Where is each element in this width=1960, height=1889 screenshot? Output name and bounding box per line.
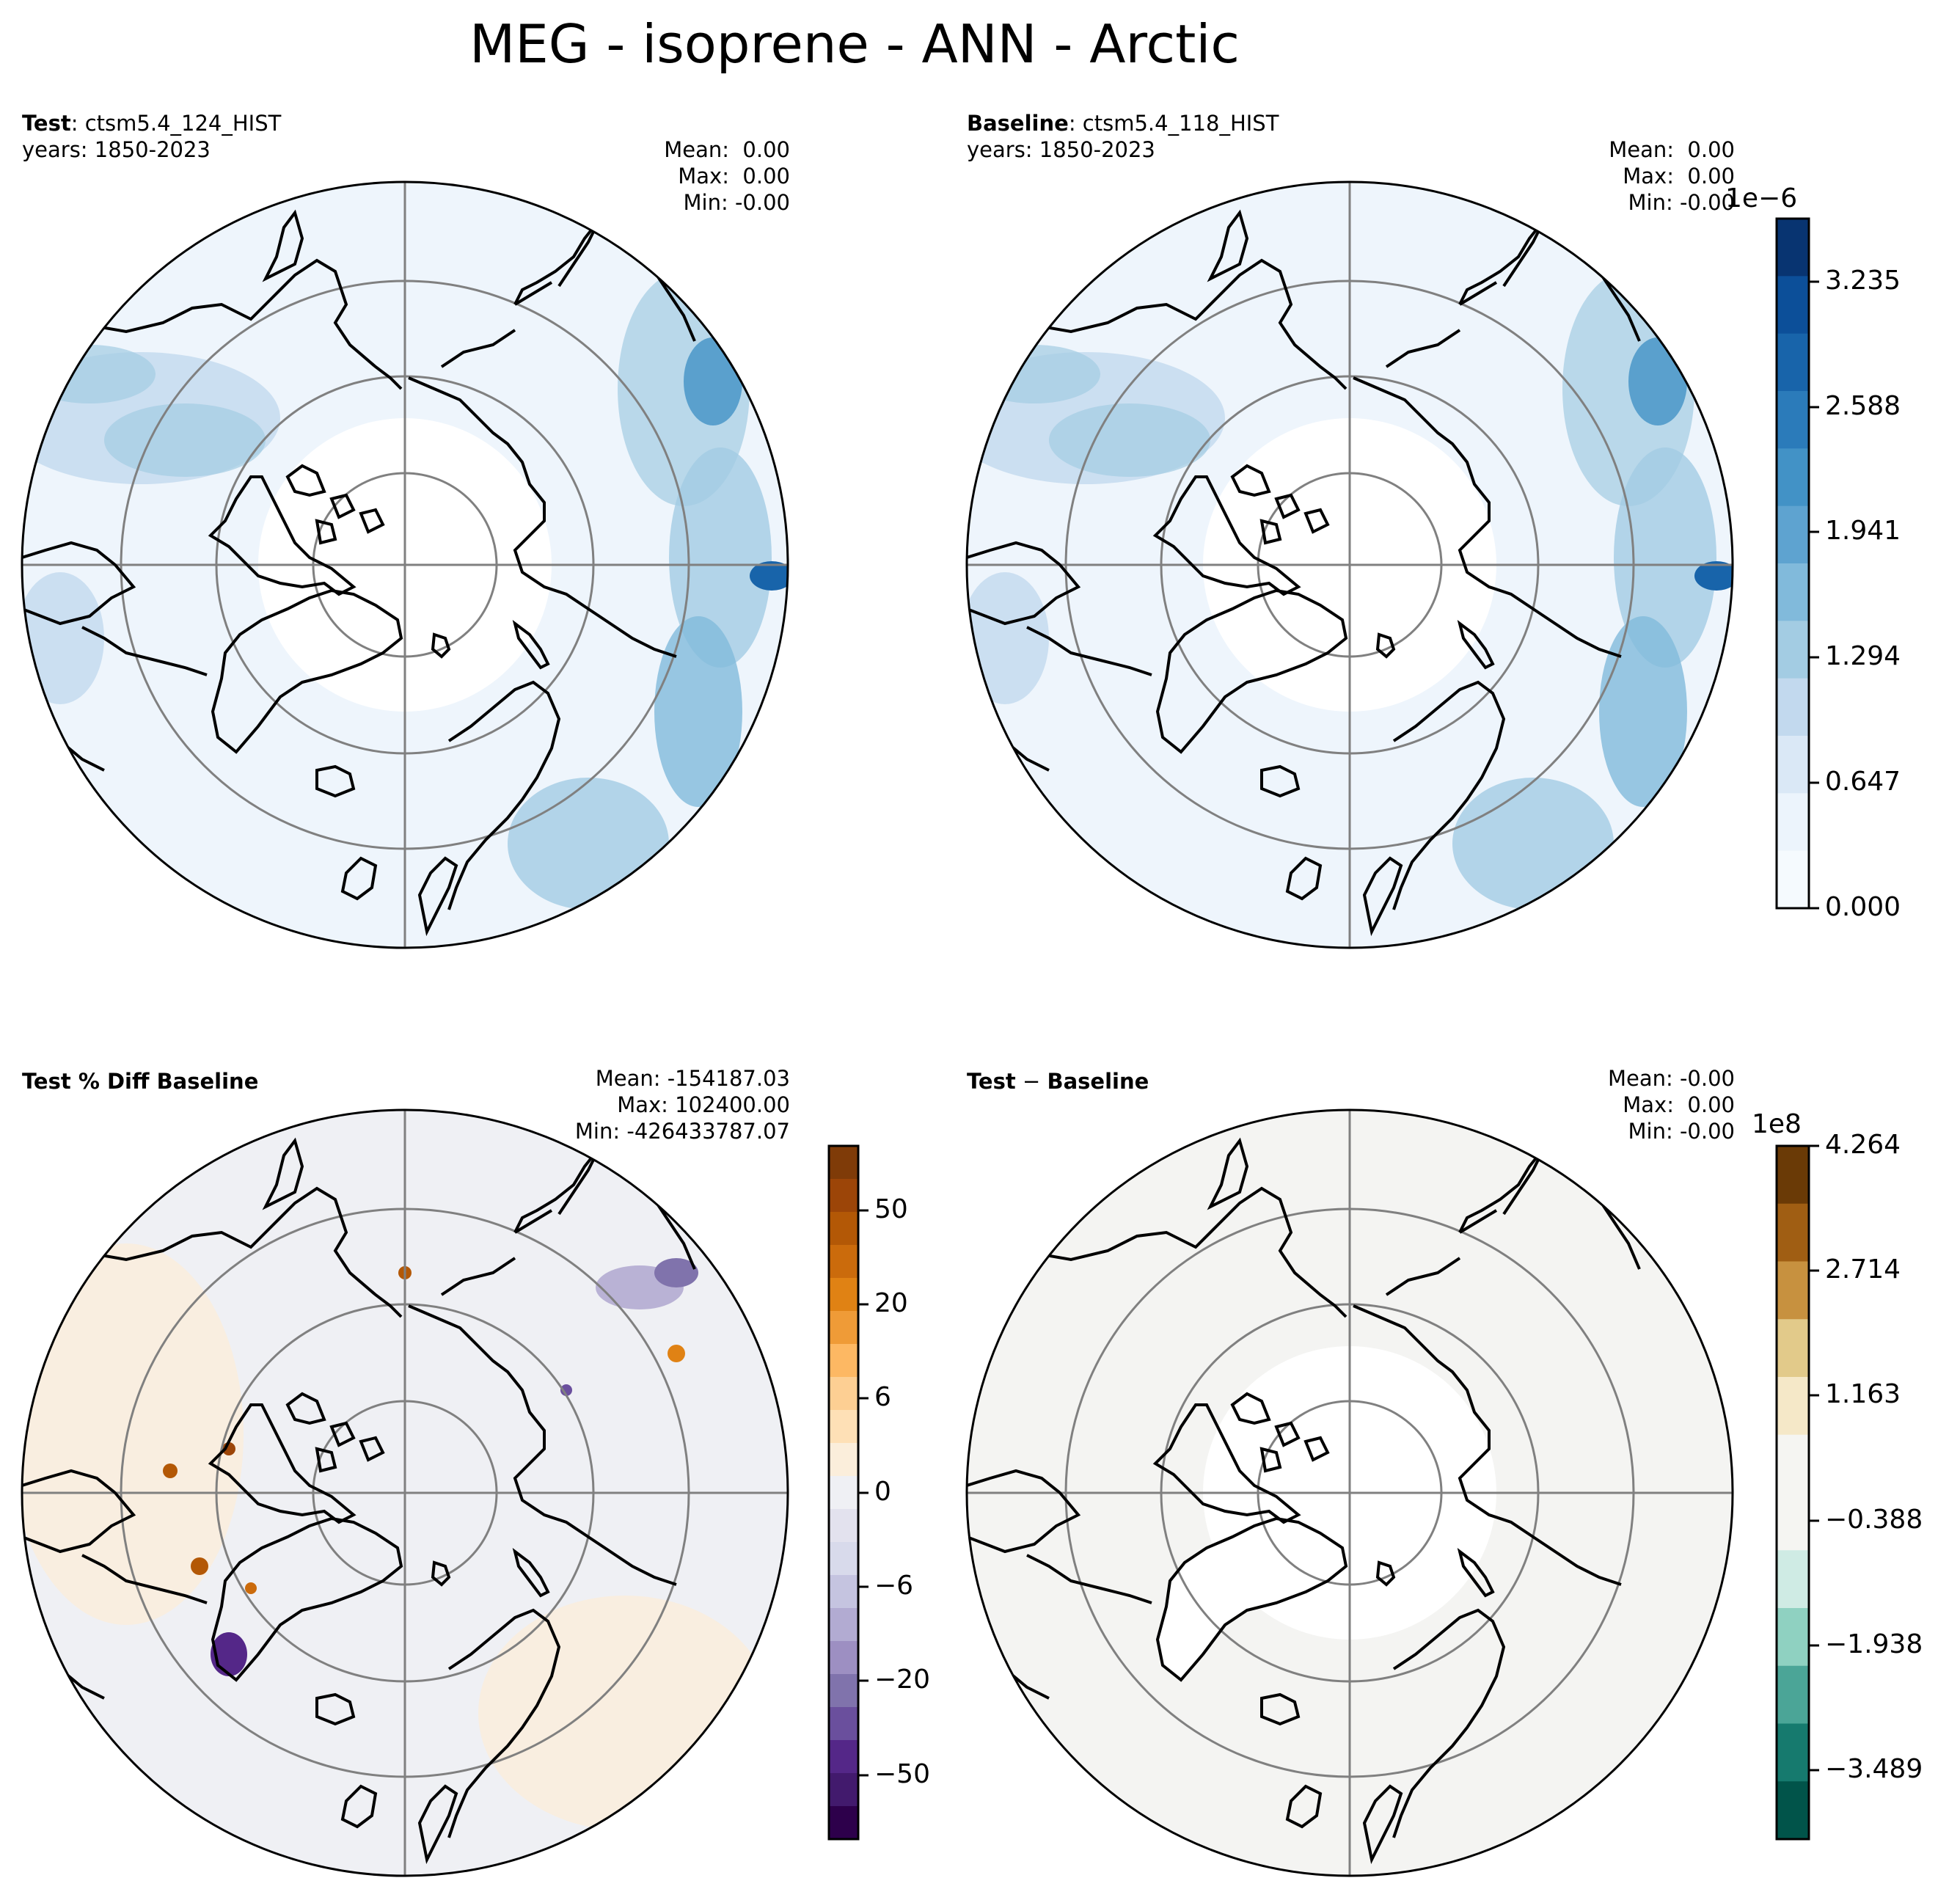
colorbar-tick-label: 1.163: [1825, 1379, 1901, 1409]
colorbar-segment: [1777, 333, 1809, 392]
colorbar-segment: [1777, 1608, 1809, 1667]
colorbar-tick-label: 3.235: [1825, 266, 1901, 296]
colorbar-segment: [829, 1278, 858, 1312]
colorbar-tick-label: 1.294: [1825, 641, 1901, 671]
colorbar-diff: [1775, 1144, 1819, 1841]
test-panel-stats: Mean: 0.00 Max: 0.00 Min: -0.00: [664, 137, 790, 215]
colorbar-tick-label: 20: [874, 1288, 908, 1318]
colorbar-segment: [829, 1641, 858, 1675]
colorbar-top-exponent: 1e−6: [1725, 183, 1798, 213]
colorbar-pctdiff: [827, 1144, 869, 1841]
colorbar-segment: [1777, 1665, 1809, 1724]
colorbar-segment: [829, 1740, 858, 1774]
colorbar-tick-label: 50: [874, 1194, 908, 1224]
colorbar-frame: [1775, 1144, 1810, 1841]
colorbar-segment: [1777, 448, 1809, 507]
colorbar-segment: [1777, 276, 1809, 335]
colorbar-tick-label: 0: [874, 1477, 891, 1507]
baseline-panel-label: Baseline: ctsm5.4_118_HIST: [967, 111, 1279, 136]
colorbar-tick-label: 0.000: [1825, 892, 1901, 922]
pctdiff-panel-stats: Mean: -154187.03 Max: 102400.00 Min: -4264…: [574, 1066, 790, 1144]
colorbar-tick-label: −50: [874, 1759, 930, 1789]
colorbar-diff-exponent: 1e8: [1752, 1109, 1802, 1139]
colorbar-tick-label: −20: [874, 1665, 930, 1695]
colorbar-tick-label: −1.938: [1825, 1629, 1923, 1659]
colorbar-tick-label: −3.489: [1825, 1754, 1923, 1784]
colorbar-segment: [829, 1410, 858, 1444]
colorbar-segment: [829, 1476, 858, 1510]
colorbar-segment: [829, 1212, 858, 1246]
colorbar-segment: [1777, 1723, 1809, 1782]
colorbar-frame: [1775, 217, 1810, 910]
pctdiff-map: [21, 1108, 789, 1877]
colorbar-segment: [1777, 505, 1809, 564]
colorbar-tick-label: 2.714: [1825, 1254, 1901, 1285]
colorbar-segment: [1777, 391, 1809, 449]
colorbar-segment: [829, 1509, 858, 1543]
colorbar-segment: [829, 1179, 858, 1213]
diff-panel-stats: Mean: -0.00 Max: 0.00 Min: -0.00: [1607, 1066, 1735, 1144]
colorbar-segment: [1777, 219, 1809, 277]
colorbar-tick-label: 0.647: [1825, 767, 1901, 797]
colorbar-segment: [829, 1311, 858, 1345]
colorbar-segment: [829, 1542, 858, 1576]
diff-panel-label: Test − Baseline: [967, 1069, 1149, 1094]
test-panel-years: years: 1850-2023: [22, 137, 211, 162]
colorbar-segment: [1777, 1492, 1809, 1551]
pctdiff-panel-label: Test % Diff Baseline: [22, 1069, 259, 1094]
colorbar-segment: [829, 1146, 858, 1180]
colorbar-segment: [1777, 621, 1809, 679]
colorbar-segment: [829, 1674, 858, 1708]
colorbar-segment: [829, 1773, 858, 1807]
colorbar-tick-label: 1.941: [1825, 516, 1901, 546]
colorbar-segment: [829, 1707, 858, 1741]
figure-title: MEG - isoprene - ANN - Arctic: [469, 13, 1240, 75]
colorbar-tick-label: 6: [874, 1382, 891, 1412]
test-map: [21, 180, 789, 949]
test-panel-label: Test: ctsm5.4_124_HIST: [22, 111, 282, 136]
colorbar-top: [1775, 217, 1819, 910]
colorbar-tick-label: −6: [874, 1571, 914, 1601]
baseline-map: [965, 180, 1734, 949]
colorbar-segment: [829, 1608, 858, 1642]
colorbar-segment: [1777, 1550, 1809, 1609]
colorbar-segment: [1777, 1261, 1809, 1320]
colorbar-segment: [829, 1377, 858, 1411]
colorbar-segment: [829, 1344, 858, 1378]
colorbar-segment: [1777, 1146, 1809, 1205]
diff-map: [965, 1108, 1734, 1877]
colorbar-segment: [1777, 736, 1809, 794]
colorbar-segment: [829, 1575, 858, 1609]
colorbar-segment: [829, 1806, 858, 1840]
colorbar-segment: [1777, 1781, 1809, 1840]
baseline-panel-stats: Mean: 0.00 Max: 0.00 Min: -0.00: [1609, 137, 1735, 215]
baseline-panel-years: years: 1850-2023: [967, 137, 1155, 162]
colorbar-segment: [1777, 793, 1809, 852]
colorbar-segment: [1777, 1319, 1809, 1378]
colorbar-tick-label: −0.388: [1825, 1505, 1923, 1535]
colorbar-tick-label: 4.264: [1825, 1130, 1901, 1160]
colorbar-segment: [829, 1245, 858, 1279]
colorbar-segment: [1777, 1434, 1809, 1493]
colorbar-segment: [1777, 1203, 1809, 1262]
colorbar-segment: [1777, 678, 1809, 737]
colorbar-segment: [1777, 850, 1809, 909]
colorbar-tick-label: 2.588: [1825, 391, 1901, 421]
colorbar-segment: [1777, 1377, 1809, 1436]
colorbar-segment: [1777, 563, 1809, 621]
colorbar-segment: [829, 1443, 858, 1477]
